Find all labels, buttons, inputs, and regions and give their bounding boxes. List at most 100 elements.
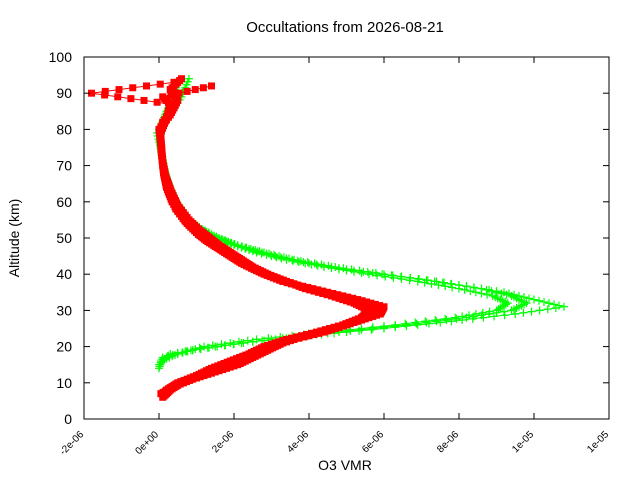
data-point [460, 285, 469, 294]
data-point [301, 259, 310, 268]
data-point [334, 322, 342, 330]
data-point [500, 311, 509, 320]
data-point [191, 86, 199, 94]
x-axis-label: O3 VMR [318, 457, 372, 473]
data-point [271, 339, 279, 347]
data-point [272, 253, 281, 262]
data-point [327, 264, 336, 273]
data-point [223, 364, 230, 372]
data-point [326, 325, 334, 332]
data-point [335, 294, 343, 302]
y-tick-label: 0 [64, 411, 72, 427]
data-point [275, 338, 283, 346]
data-point [268, 340, 275, 348]
data-point [452, 314, 461, 323]
data-point [485, 307, 494, 316]
data-point [505, 289, 513, 298]
data-point [217, 340, 226, 349]
data-point [178, 75, 185, 83]
data-point [471, 288, 480, 297]
data-point [363, 298, 370, 306]
data-point [381, 272, 390, 281]
data-point [156, 80, 164, 88]
data-point [365, 270, 373, 279]
data-point [267, 252, 276, 261]
data-point [358, 297, 366, 305]
data-point [178, 348, 187, 357]
data-point [335, 265, 343, 274]
series-layer [88, 74, 568, 401]
data-point [155, 364, 163, 373]
y-tick-label: 40 [56, 266, 72, 282]
data-point [555, 301, 563, 310]
data-point [468, 314, 477, 323]
data-point [550, 300, 558, 309]
series-1 [88, 75, 388, 401]
x-tick-label: 0e+00 [133, 429, 161, 457]
y-axis: 0 10 20 30 40 50 60 70 80 90 100 [49, 49, 609, 427]
data-point [226, 363, 234, 371]
x-tick-label: 6e-06 [360, 429, 386, 455]
data-point [373, 311, 380, 319]
x-axis: -2e-06 0e+00 2e-06 4e-06 6e-06 8e-06 1e-05 1e-0… [58, 57, 611, 458]
y-tick-label: 60 [56, 194, 72, 210]
data-point [221, 341, 230, 350]
data-point [431, 316, 440, 325]
data-point [462, 282, 471, 291]
data-point [319, 290, 327, 298]
data-point [321, 326, 329, 334]
data-point [219, 366, 227, 374]
data-point [479, 313, 488, 322]
data-point [515, 291, 523, 300]
data-point [397, 275, 406, 284]
chart-title: Occultations from 2026-08-21 [246, 19, 444, 36]
data-point [317, 327, 325, 335]
data-point [339, 296, 347, 304]
data-point [369, 312, 377, 320]
data-point [359, 267, 368, 276]
data-point [401, 319, 410, 328]
data-point [520, 293, 528, 302]
y-tick-label: 50 [56, 230, 72, 246]
data-point [490, 312, 498, 321]
data-point [455, 284, 463, 293]
x-tick-label: 1e-05 [510, 429, 536, 455]
data-point [427, 279, 436, 288]
data-point [260, 343, 268, 351]
data-point [252, 335, 261, 344]
data-point [308, 329, 315, 337]
data-point [350, 299, 358, 307]
data-point [313, 328, 320, 336]
data-point [331, 293, 339, 301]
data-point [200, 342, 208, 351]
data-point [354, 296, 362, 304]
y-tick-label: 80 [56, 121, 72, 137]
data-point [540, 297, 548, 306]
data-point [307, 260, 316, 269]
y-axis-label: Altitude (km) [6, 199, 22, 278]
data-point [208, 369, 215, 377]
data-point [213, 342, 222, 351]
data-point [237, 243, 246, 252]
data-point [243, 336, 252, 345]
data-point [519, 308, 528, 317]
data-point [313, 261, 322, 270]
data-point [175, 89, 183, 97]
data-point [283, 335, 290, 343]
data-point [527, 307, 536, 316]
data-point [477, 289, 486, 298]
data-point [101, 91, 109, 99]
data-point [166, 100, 174, 108]
data-point [288, 256, 297, 265]
data-point [446, 279, 455, 288]
data-point [448, 283, 457, 292]
data-point [488, 291, 497, 300]
x-tick-label: -2e-06 [58, 429, 87, 458]
data-point [412, 319, 421, 328]
data-point [478, 308, 487, 317]
data-point [115, 86, 123, 94]
data-point [330, 323, 338, 331]
data-point [442, 316, 451, 325]
data-point [288, 334, 295, 342]
